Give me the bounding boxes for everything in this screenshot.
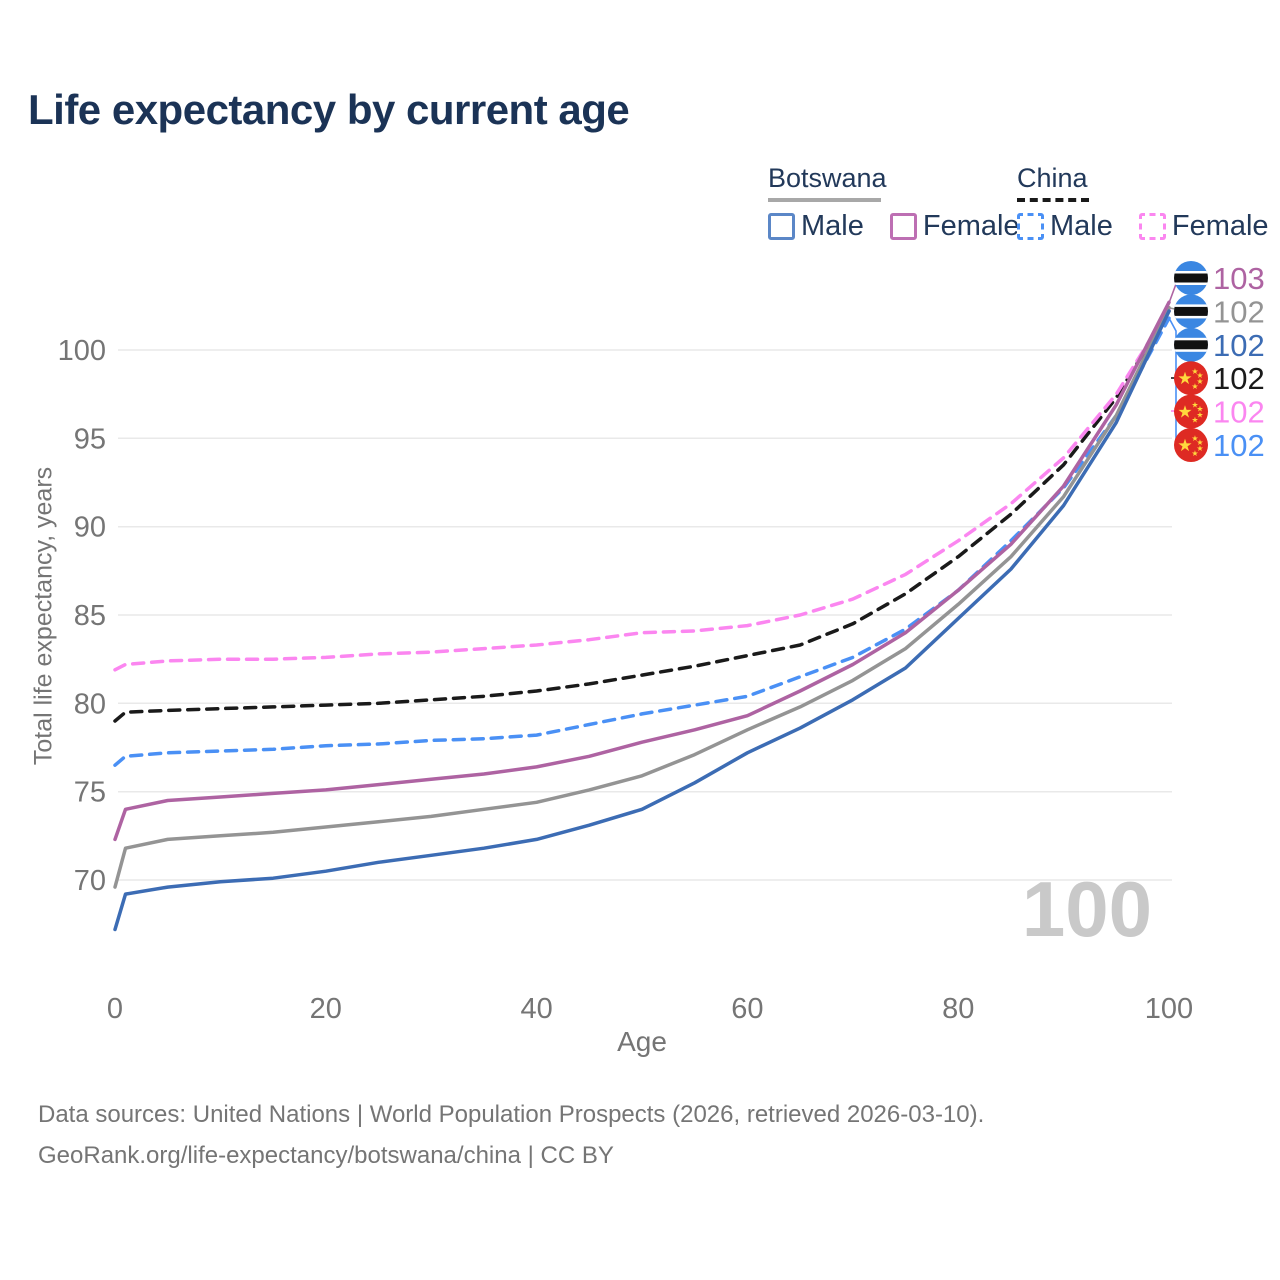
x-tick-label: 60 [731,993,763,1025]
legend-botswana-title: Botswana [768,163,887,193]
y-tick-label: 70 [74,865,106,897]
svg-text:★: ★ [1191,382,1198,391]
legend-swatch-botswana-male [768,213,795,240]
end-value-label: 102 [1213,328,1265,363]
svg-text:★: ★ [1177,403,1192,422]
svg-text:★: ★ [1177,369,1192,388]
legend-china-header[interactable]: China [1017,163,1269,202]
botswana-flag-icon [1174,294,1208,329]
series-line-botswana-female[interactable] [113,300,1171,842]
svg-text:★: ★ [1191,434,1198,443]
legend-item-botswana-male[interactable]: Male [768,210,864,243]
x-tick-label: 40 [520,993,552,1025]
legend-item-china-female[interactable]: Female [1138,210,1269,243]
series-line-china-female[interactable] [113,307,1171,672]
y-tick-label: 90 [74,512,106,544]
svg-text:★: ★ [1196,444,1203,453]
svg-text:★: ★ [1196,438,1203,447]
legend-label-china-female: Female [1171,210,1269,242]
legend-china-title: China [1017,163,1088,193]
legend-swatch-botswana-female [889,213,917,240]
svg-text:★: ★ [1196,371,1203,380]
end-value-label: 102 [1213,428,1265,463]
legend-label-botswana-male: Male [801,210,864,242]
y-tick-label: 75 [74,777,106,809]
svg-text:★: ★ [1196,377,1203,386]
x-axis-title: Age [617,1026,667,1057]
legend-china-underline [1017,198,1089,202]
series-line-botswana-total[interactable] [113,305,1171,889]
china-flag-icon: ★★★★★ [1174,394,1208,429]
end-value-label: 102 [1213,395,1265,430]
series-line-china-total[interactable] [113,309,1171,723]
svg-text:★: ★ [1177,436,1192,455]
svg-text:★: ★ [1196,405,1203,414]
legend-botswana-underline [768,198,881,202]
y-tick-label: 80 [74,688,106,720]
x-tick-label: 0 [107,993,123,1025]
svg-text:★: ★ [1191,416,1198,425]
footer: Data sources: United Nations | World Pop… [38,1094,984,1176]
svg-text:★: ★ [1191,401,1198,410]
x-tick-label: 100 [1145,993,1193,1025]
legend-label-botswana-female: Female [922,210,1020,242]
y-axis-title: Total life expectancy, years [29,466,58,766]
x-tick-label: 20 [310,993,342,1025]
svg-text:★: ★ [1191,449,1198,458]
age-counter-watermark: 100 [1021,865,1152,953]
legend-botswana-header[interactable]: Botswana [768,163,1020,202]
footer-source-line: Data sources: United Nations | World Pop… [38,1101,985,1128]
legend-item-china-male[interactable]: Male [1017,210,1113,243]
end-value-label: 102 [1213,294,1265,329]
legend-item-botswana-female[interactable]: Female [889,210,1020,243]
page-title: Life expectancy by current age [28,86,630,133]
y-tick-label: 100 [58,335,106,367]
end-value-label: 102 [1213,361,1265,396]
china-flag-icon: ★★★★★ [1174,361,1208,396]
footer-url-line: GeoRank.org/life-expectancy/botswana/chi… [38,1142,614,1169]
china-flag-icon: ★★★★★ [1174,428,1208,462]
y-tick-label: 85 [74,600,106,632]
y-tick-label: 95 [74,423,106,455]
botswana-flag-icon [1174,261,1208,295]
botswana-flag-icon [1174,327,1208,362]
legend-label-china-male: Male [1050,210,1113,242]
x-tick-label: 80 [942,993,974,1025]
series-line-botswana-male[interactable] [113,309,1171,932]
legend-group-botswana: Botswana Male Female [768,163,1020,243]
svg-text:★: ★ [1191,367,1198,376]
svg-text:★: ★ [1196,411,1203,420]
legend-swatch-china-female [1138,213,1166,240]
legend-group-china: China Male Female [1017,163,1269,243]
end-value-label: 103 [1213,261,1265,296]
legend-swatch-china-male [1017,213,1044,240]
